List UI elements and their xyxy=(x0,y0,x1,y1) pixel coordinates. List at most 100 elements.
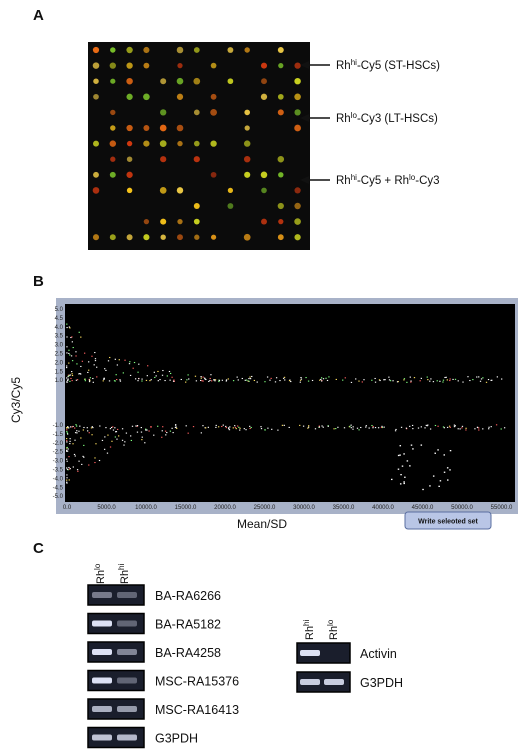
point xyxy=(420,377,422,379)
point xyxy=(114,436,117,438)
point xyxy=(82,429,85,431)
point xyxy=(488,428,490,430)
point xyxy=(443,454,446,456)
point xyxy=(88,464,90,466)
point xyxy=(166,375,168,377)
point xyxy=(260,428,263,430)
spot xyxy=(110,109,116,116)
point xyxy=(124,441,126,443)
point xyxy=(136,425,138,427)
spot xyxy=(294,77,301,85)
point xyxy=(234,425,236,427)
point xyxy=(103,377,105,379)
point xyxy=(500,428,502,430)
point xyxy=(83,444,85,446)
point xyxy=(76,379,79,381)
point xyxy=(422,488,424,491)
point xyxy=(130,439,133,442)
point xyxy=(71,426,73,428)
point xyxy=(335,378,337,380)
point xyxy=(210,380,213,382)
spot xyxy=(110,125,116,131)
point xyxy=(153,371,155,373)
spot xyxy=(126,171,133,178)
point xyxy=(335,428,337,430)
point xyxy=(66,429,68,431)
point xyxy=(374,381,377,383)
point xyxy=(72,346,74,349)
text-segment: Rh xyxy=(119,570,131,584)
point xyxy=(72,443,74,445)
point xyxy=(66,479,68,481)
point xyxy=(81,360,84,362)
point xyxy=(67,376,69,378)
spot xyxy=(277,93,284,100)
point xyxy=(123,444,125,446)
point xyxy=(381,425,383,427)
spot xyxy=(227,203,234,209)
point xyxy=(121,428,124,430)
text-segment: Rh xyxy=(95,570,107,584)
point xyxy=(479,380,482,382)
point xyxy=(399,483,402,485)
point xyxy=(115,431,118,433)
button-label[interactable]: Write seleoted set xyxy=(418,519,478,526)
gel-band xyxy=(92,706,112,712)
point xyxy=(88,378,91,380)
spot xyxy=(294,218,301,225)
point xyxy=(66,379,69,381)
point xyxy=(388,379,391,381)
point xyxy=(186,379,188,381)
y-tick-label: 2.5 xyxy=(55,352,64,358)
spot xyxy=(92,234,100,241)
point xyxy=(207,426,210,428)
point xyxy=(91,434,93,436)
point xyxy=(76,363,78,365)
point xyxy=(169,430,172,432)
point xyxy=(66,450,69,452)
point xyxy=(172,380,175,382)
write-button[interactable] xyxy=(404,511,492,530)
point xyxy=(80,336,82,338)
point xyxy=(436,380,438,382)
point xyxy=(68,456,70,458)
point xyxy=(384,379,386,381)
point xyxy=(115,431,117,433)
point xyxy=(180,378,182,381)
point xyxy=(244,379,246,381)
point xyxy=(175,426,177,428)
point xyxy=(363,379,365,381)
point xyxy=(465,429,467,431)
point xyxy=(247,380,250,382)
point xyxy=(109,428,112,430)
point xyxy=(399,454,401,456)
point xyxy=(400,426,403,428)
gel-lane-box xyxy=(87,726,145,749)
spot xyxy=(143,93,150,101)
gels: BA-RA6266 BA-RA5182 BA-RA4258 MSC-RA15376 MS… xyxy=(87,563,403,749)
point xyxy=(140,431,143,433)
point xyxy=(476,376,478,378)
gel-lane-box xyxy=(87,612,145,635)
text-segment: -Cy3 (LT-HSCs) xyxy=(357,113,438,125)
point xyxy=(406,460,409,462)
point xyxy=(288,380,291,382)
point xyxy=(490,426,492,428)
point xyxy=(417,427,420,429)
point xyxy=(69,468,71,470)
point xyxy=(480,378,483,380)
point xyxy=(372,425,374,428)
point xyxy=(69,438,71,440)
point xyxy=(76,430,78,432)
point xyxy=(482,428,484,430)
point xyxy=(83,456,85,458)
gel-lane-box xyxy=(296,671,351,693)
point xyxy=(361,381,363,383)
point xyxy=(214,380,216,382)
point xyxy=(129,374,132,376)
point xyxy=(161,430,163,432)
spot xyxy=(126,187,133,194)
point xyxy=(467,376,469,378)
point xyxy=(174,424,177,426)
point xyxy=(267,427,269,429)
